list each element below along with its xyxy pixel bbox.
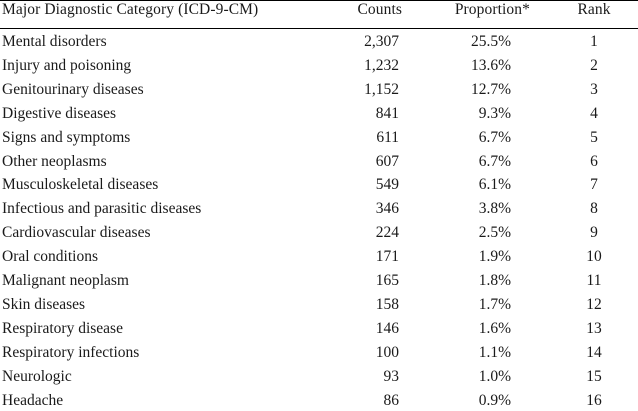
row-counts: 224 xyxy=(375,224,399,241)
table-top-rule xyxy=(0,0,638,1)
row-category: Mental disorders xyxy=(2,33,107,50)
row-proportion: 9.3% xyxy=(478,105,511,122)
row-category: Skin diseases xyxy=(2,296,86,313)
row-counts: 549 xyxy=(375,176,399,193)
row-proportion: 13.6% xyxy=(470,57,511,74)
row-proportion: 6.7% xyxy=(478,153,511,170)
row-counts: 611 xyxy=(376,129,399,146)
header-rank: Rank xyxy=(577,1,611,18)
row-counts: 86 xyxy=(383,392,400,409)
row-proportion: 1.7% xyxy=(478,296,511,313)
row-counts: 1,232 xyxy=(364,57,399,74)
row-counts: 165 xyxy=(375,272,399,289)
row-category: Cardiovascular diseases xyxy=(2,224,151,241)
row-counts: 171 xyxy=(375,248,399,265)
row-proportion: 2.5% xyxy=(478,224,511,241)
row-counts: 93 xyxy=(383,368,400,385)
row-category: Musculoskeletal diseases xyxy=(2,176,159,193)
row-counts: 100 xyxy=(375,344,399,361)
row-proportion: 1.6% xyxy=(478,320,511,337)
row-counts: 841 xyxy=(375,105,399,122)
header-proportion: Proportion* xyxy=(454,1,530,18)
row-proportion: 1.0% xyxy=(478,368,511,385)
row-proportion: 25.5% xyxy=(470,33,511,50)
row-rank: 5 xyxy=(590,129,598,146)
row-rank: 1 xyxy=(590,33,598,50)
row-counts: 607 xyxy=(375,153,399,170)
row-proportion: 1.9% xyxy=(478,248,511,265)
row-proportion: 0.9% xyxy=(478,392,511,409)
row-proportion: 12.7% xyxy=(470,81,511,98)
row-category: Oral conditions xyxy=(2,248,98,265)
header-category: Major Diagnostic Category (ICD-9-CM) xyxy=(2,1,259,18)
row-rank: 14 xyxy=(586,344,602,361)
row-proportion: 6.1% xyxy=(478,176,511,193)
row-rank: 12 xyxy=(586,296,602,313)
row-category: Digestive diseases xyxy=(2,105,117,122)
row-rank: 6 xyxy=(590,153,598,170)
row-rank: 7 xyxy=(590,176,598,193)
row-proportion: 6.7% xyxy=(478,129,511,146)
row-proportion: 3.8% xyxy=(478,200,511,217)
row-rank: 4 xyxy=(590,105,598,122)
row-rank: 8 xyxy=(590,200,598,217)
row-rank: 15 xyxy=(586,368,602,385)
row-category: Signs and symptoms xyxy=(2,129,131,146)
row-category: Malignant neoplasm xyxy=(2,272,129,289)
row-proportion: 1.1% xyxy=(478,344,511,361)
row-category: Respiratory infections xyxy=(2,344,140,361)
row-counts: 1,152 xyxy=(364,81,399,98)
row-rank: 10 xyxy=(586,248,602,265)
header-counts: Counts xyxy=(357,1,402,18)
row-counts: 146 xyxy=(375,320,399,337)
row-counts: 2,307 xyxy=(364,33,399,50)
row-counts: 158 xyxy=(375,296,399,313)
row-rank: 9 xyxy=(590,224,598,241)
row-rank: 3 xyxy=(590,81,598,98)
row-rank: 13 xyxy=(586,320,602,337)
row-category: Other neoplasms xyxy=(2,153,107,170)
row-category: Respiratory disease xyxy=(2,320,123,337)
row-rank: 16 xyxy=(586,392,602,409)
row-category: Genitourinary diseases xyxy=(2,81,144,98)
row-category: Headache xyxy=(2,392,64,409)
row-proportion: 1.8% xyxy=(478,272,511,289)
header-rule xyxy=(0,28,638,29)
row-rank: 11 xyxy=(586,272,602,289)
row-counts: 346 xyxy=(375,200,399,217)
row-rank: 2 xyxy=(590,57,598,74)
row-category: Infectious and parasitic diseases xyxy=(2,200,202,217)
row-category: Injury and poisoning xyxy=(2,57,132,74)
row-category: Neurologic xyxy=(2,368,72,385)
